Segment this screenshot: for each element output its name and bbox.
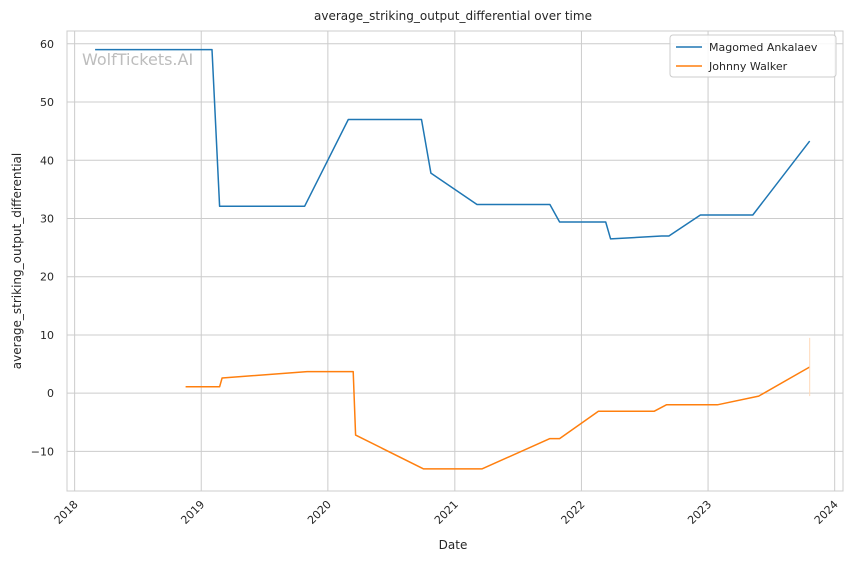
y-tick-label: −10 (31, 445, 54, 458)
legend: Magomed Ankalaev Johnny Walker (669, 34, 837, 78)
chart-title: average_striking_output_differential ove… (314, 9, 592, 23)
legend-label-2: Johnny Walker (708, 60, 788, 73)
x-tick-labels: 2018 2019 2020 2021 2022 2023 2024 (52, 498, 841, 527)
x-tick-label: 2020 (305, 498, 334, 527)
series-line-1 (95, 48, 811, 240)
series-line-2 (185, 366, 811, 470)
y-tick-label: 60 (40, 38, 54, 51)
x-tick-label: 2019 (178, 498, 207, 527)
x-tick-label: 2023 (685, 498, 714, 527)
y-axis-title: average_striking_output_differential (10, 153, 24, 369)
x-tick-label: 2018 (52, 498, 81, 527)
y-tick-label: 20 (40, 271, 54, 284)
legend-box (669, 34, 837, 78)
grid-lines (66, 30, 844, 492)
series-lines (95, 48, 811, 470)
y-tick-labels: −10 0 10 20 30 40 50 60 (31, 38, 54, 459)
y-tick-label: 50 (40, 96, 54, 109)
x-tick-label: 2021 (432, 498, 461, 527)
y-tick-label: 10 (40, 329, 54, 342)
y-tick-label: 30 (40, 212, 54, 225)
y-tick-label: 0 (47, 387, 54, 400)
y-tick-label: 40 (40, 154, 54, 167)
plot-frame (66, 30, 844, 492)
x-tick-label: 2022 (559, 498, 588, 527)
legend-label-1: Magomed Ankalaev (709, 41, 818, 54)
x-tick-label: 2024 (812, 498, 841, 527)
watermark: WolfTickets.AI (82, 50, 193, 69)
x-axis-title: Date (439, 538, 468, 552)
